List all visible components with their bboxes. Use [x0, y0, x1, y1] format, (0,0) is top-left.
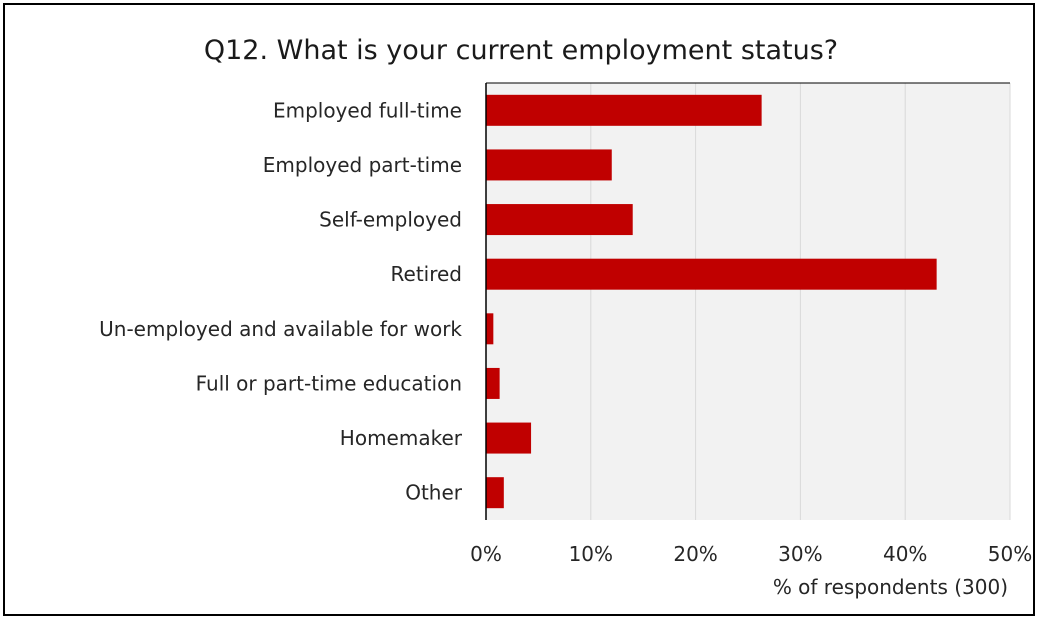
bar — [486, 94, 762, 126]
category-label: Self-employed — [319, 208, 462, 232]
category-labels: Employed full-time Employed part-time Self… — [99, 98, 463, 504]
x-axis-title: % of respondents (300) — [773, 575, 1008, 599]
gridlines — [590, 83, 1011, 520]
x-tick-labels: 0% 10% 20% 30% 40% 50% — [470, 542, 1032, 566]
chart-title: Q12. What is your current employment sta… — [203, 35, 839, 66]
bar — [486, 477, 504, 509]
bar — [486, 313, 494, 345]
x-tick-label: 40% — [883, 542, 927, 566]
bar — [486, 149, 612, 181]
x-tick-label: 20% — [673, 542, 717, 566]
category-label: Full or part-time education — [196, 371, 462, 395]
bars — [486, 94, 937, 509]
category-label: Employed full-time — [273, 98, 462, 122]
category-label: Homemaker — [340, 426, 463, 450]
bar — [486, 204, 633, 236]
category-label: Un-employed and available for work — [99, 317, 462, 341]
x-tick-label: 0% — [470, 542, 502, 566]
bar — [486, 258, 937, 290]
plot-area — [486, 83, 1010, 520]
category-label: Retired — [391, 262, 462, 286]
category-label: Other — [405, 481, 463, 505]
category-label: Employed part-time — [263, 153, 462, 177]
bar — [486, 422, 532, 454]
x-tick-label: 30% — [778, 542, 822, 566]
x-tick-label: 50% — [988, 542, 1032, 566]
x-tick-label: 10% — [569, 542, 613, 566]
bar — [486, 367, 500, 399]
